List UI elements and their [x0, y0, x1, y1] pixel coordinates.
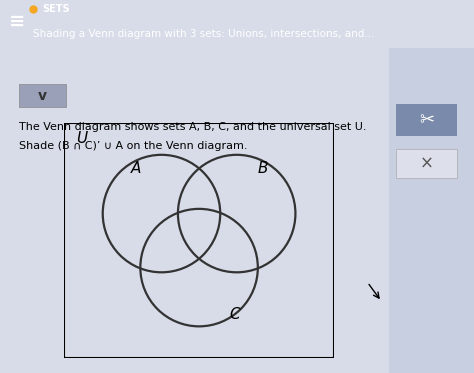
Text: Shading a Venn diagram with 3 sets: Unions, intersections, and...: Shading a Venn diagram with 3 sets: Unio… [33, 29, 374, 39]
Text: v: v [38, 88, 47, 103]
FancyBboxPatch shape [19, 84, 66, 107]
Text: ✂: ✂ [419, 111, 434, 129]
Bar [389, 48, 474, 373]
Text: C: C [229, 307, 240, 322]
FancyBboxPatch shape [396, 149, 457, 178]
Text: Shade (B ∩ C)’ ∪ A on the Venn diagram.: Shade (B ∩ C)’ ∪ A on the Venn diagram. [19, 141, 247, 151]
FancyBboxPatch shape [396, 104, 457, 136]
Text: A: A [130, 162, 141, 176]
Text: ×: × [419, 155, 434, 173]
Text: B: B [257, 162, 268, 176]
Text: ≡: ≡ [9, 12, 25, 31]
Text: The Venn diagram shows sets A, B, C, and the universal set U.: The Venn diagram shows sets A, B, C, and… [19, 122, 366, 132]
Text: SETS: SETS [43, 4, 70, 14]
Text: U: U [76, 131, 87, 146]
